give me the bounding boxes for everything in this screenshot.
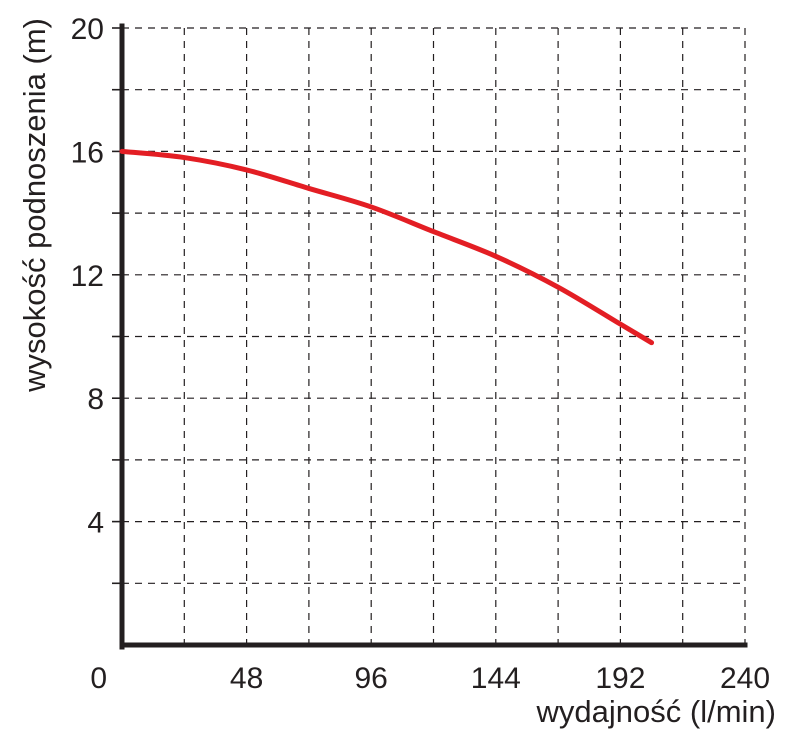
- x-tick-label: 192: [595, 662, 645, 695]
- y-tick-label: 16: [71, 136, 104, 169]
- x-axis-title: wydajność (l/min): [536, 694, 776, 729]
- series-layer: [119, 148, 655, 346]
- y-tick-label: 4: [87, 507, 104, 540]
- y-tick-label: 12: [71, 260, 104, 293]
- y-axis-title: wysokość podnoszenia (m): [17, 18, 52, 393]
- x-tick-label: 48: [230, 662, 263, 695]
- grid-layer: [122, 27, 746, 645]
- x-tick-label: 240: [720, 662, 770, 695]
- axis-layer: [112, 23, 748, 650]
- x-tick-label: 144: [471, 662, 521, 695]
- series-line-0: [119, 148, 655, 346]
- y-tick-label: 8: [87, 383, 104, 416]
- y-tick-label: 20: [71, 13, 104, 46]
- x-tick-label: 96: [355, 662, 388, 695]
- x-tick-label: 0: [90, 662, 107, 695]
